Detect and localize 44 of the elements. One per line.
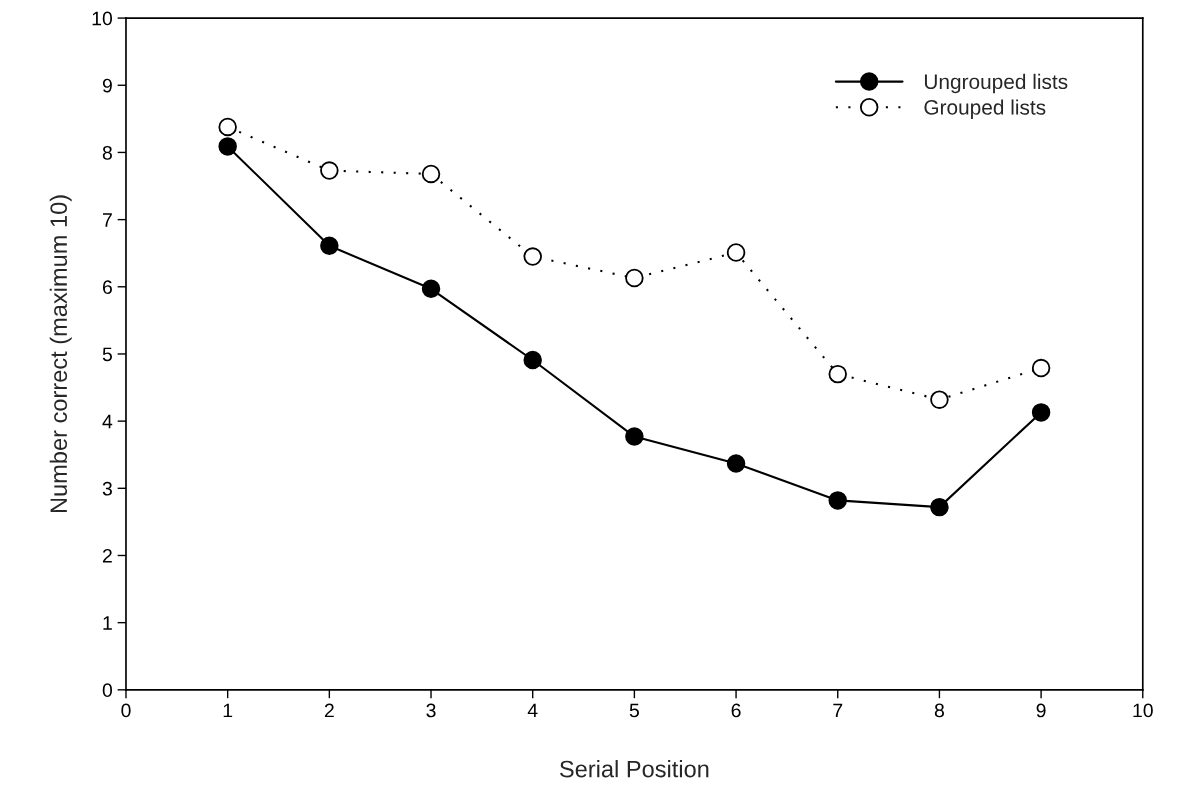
point	[218, 137, 237, 156]
point	[726, 243, 746, 262]
point	[930, 390, 949, 409]
y-tick-label: 6	[102, 280, 112, 295]
point	[1031, 403, 1051, 422]
x-tick-label: 6	[731, 703, 741, 718]
point	[625, 427, 644, 446]
x-tick-label: 1	[223, 703, 233, 718]
point	[828, 491, 847, 510]
x-tick-label: 10	[1133, 703, 1153, 718]
y-tick-label: 2	[102, 548, 112, 563]
y-tick-label: 7	[102, 213, 112, 227]
point	[421, 279, 441, 299]
point	[828, 364, 847, 384]
y-tick-label: 8	[102, 145, 112, 160]
x-tick-label: 3	[426, 703, 436, 718]
x-tick-label: 4	[527, 703, 538, 718]
point	[625, 268, 644, 288]
y-tick-label: 9	[102, 78, 112, 93]
point	[930, 497, 949, 517]
legend-label: Ungrouped lists	[924, 73, 1068, 94]
x-tick-label: 2	[324, 703, 334, 718]
x-tick-label: 7	[833, 703, 843, 718]
y-axis-title: Number correct (maximum 10)	[49, 195, 72, 513]
point	[320, 161, 339, 180]
y-tick-label: 5	[102, 347, 112, 362]
y-tick-label: 1	[103, 616, 112, 630]
point	[1031, 358, 1051, 378]
x-tick-label: 5	[629, 703, 639, 718]
y-tick-label: 3	[102, 481, 112, 496]
point	[421, 164, 441, 184]
y-tick-label: 10	[92, 11, 113, 26]
x-axis-title: Serial Position	[560, 760, 709, 778]
x-tick-label: 0	[121, 703, 131, 718]
point	[523, 247, 542, 266]
y-tick-label: 0	[102, 683, 113, 698]
x-tick-label: 9	[1036, 703, 1046, 718]
x-tick-label: 8	[934, 703, 944, 718]
point	[726, 454, 746, 473]
point	[218, 117, 237, 137]
legend-label: Grouped lists	[924, 99, 1046, 119]
point	[523, 350, 542, 370]
point	[320, 236, 339, 256]
y-tick-label: 4	[102, 414, 113, 429]
